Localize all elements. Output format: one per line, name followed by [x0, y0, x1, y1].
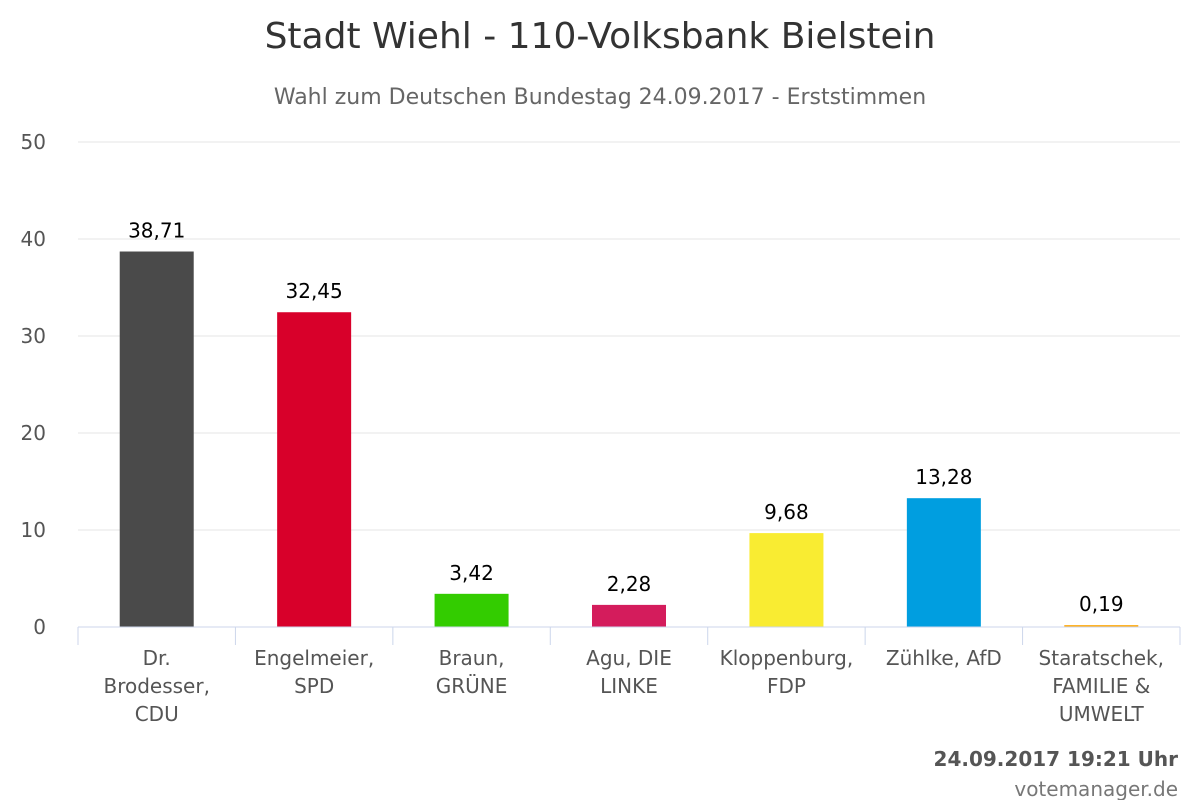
- chart-title: Stadt Wiehl - 110-Volksbank Bielstein: [265, 16, 936, 57]
- data-label: 32,45: [286, 279, 343, 303]
- x-tick-label: Staratschek, FAMILIE & UMWELT: [1039, 646, 1164, 726]
- data-label: 13,28: [915, 465, 972, 489]
- y-tick-label: 30: [21, 324, 46, 348]
- bar[interactable]: [434, 593, 509, 627]
- credit-link[interactable]: votemanager.de: [1014, 777, 1178, 800]
- y-tick-label: 40: [21, 227, 46, 251]
- y-tick-label: 0: [33, 615, 46, 639]
- data-labels: 38,71 32,45 3,42 2,28 9,68 13,28 0,19: [128, 219, 1123, 617]
- data-label: 3,42: [449, 561, 494, 585]
- data-label: 0,19: [1079, 592, 1124, 616]
- x-tick-label: Braun, GRÜNE: [436, 646, 508, 698]
- data-label: 2,28: [607, 572, 652, 596]
- bar[interactable]: [277, 312, 352, 627]
- data-label: 9,68: [764, 500, 809, 524]
- x-tick-label: Zühlke, AfD: [886, 646, 1002, 670]
- bar[interactable]: [906, 498, 981, 627]
- x-axis: [77, 626, 1181, 645]
- y-axis-ticks: 0 10 20 30 40 50: [21, 130, 46, 639]
- x-axis-labels: Dr. Brodesser, CDU Engelmeier, SPD Braun, GRÜN…: [103, 646, 1164, 726]
- chart-subtitle: Wahl zum Deutschen Bundestag 24.09.2017 …: [274, 85, 926, 110]
- x-tick-label: Kloppenburg, FDP: [720, 646, 854, 698]
- x-tick-label: Dr. Brodesser, CDU: [103, 646, 209, 726]
- gridlines: [78, 141, 1180, 531]
- x-tick-label: Engelmeier, SPD: [254, 646, 374, 698]
- x-tick-label: Agu, DIE LINKE: [586, 646, 672, 698]
- data-label: 38,71: [128, 219, 185, 243]
- bar[interactable]: [1064, 625, 1139, 627]
- bar[interactable]: [749, 533, 824, 627]
- timestamp: 24.09.2017 19:21 Uhr: [934, 747, 1179, 771]
- bar[interactable]: [592, 604, 666, 627]
- bars: [119, 251, 1139, 627]
- y-tick-label: 50: [21, 130, 46, 154]
- y-tick-label: 10: [21, 518, 46, 542]
- y-tick-label: 20: [21, 421, 46, 445]
- bar[interactable]: [119, 251, 194, 627]
